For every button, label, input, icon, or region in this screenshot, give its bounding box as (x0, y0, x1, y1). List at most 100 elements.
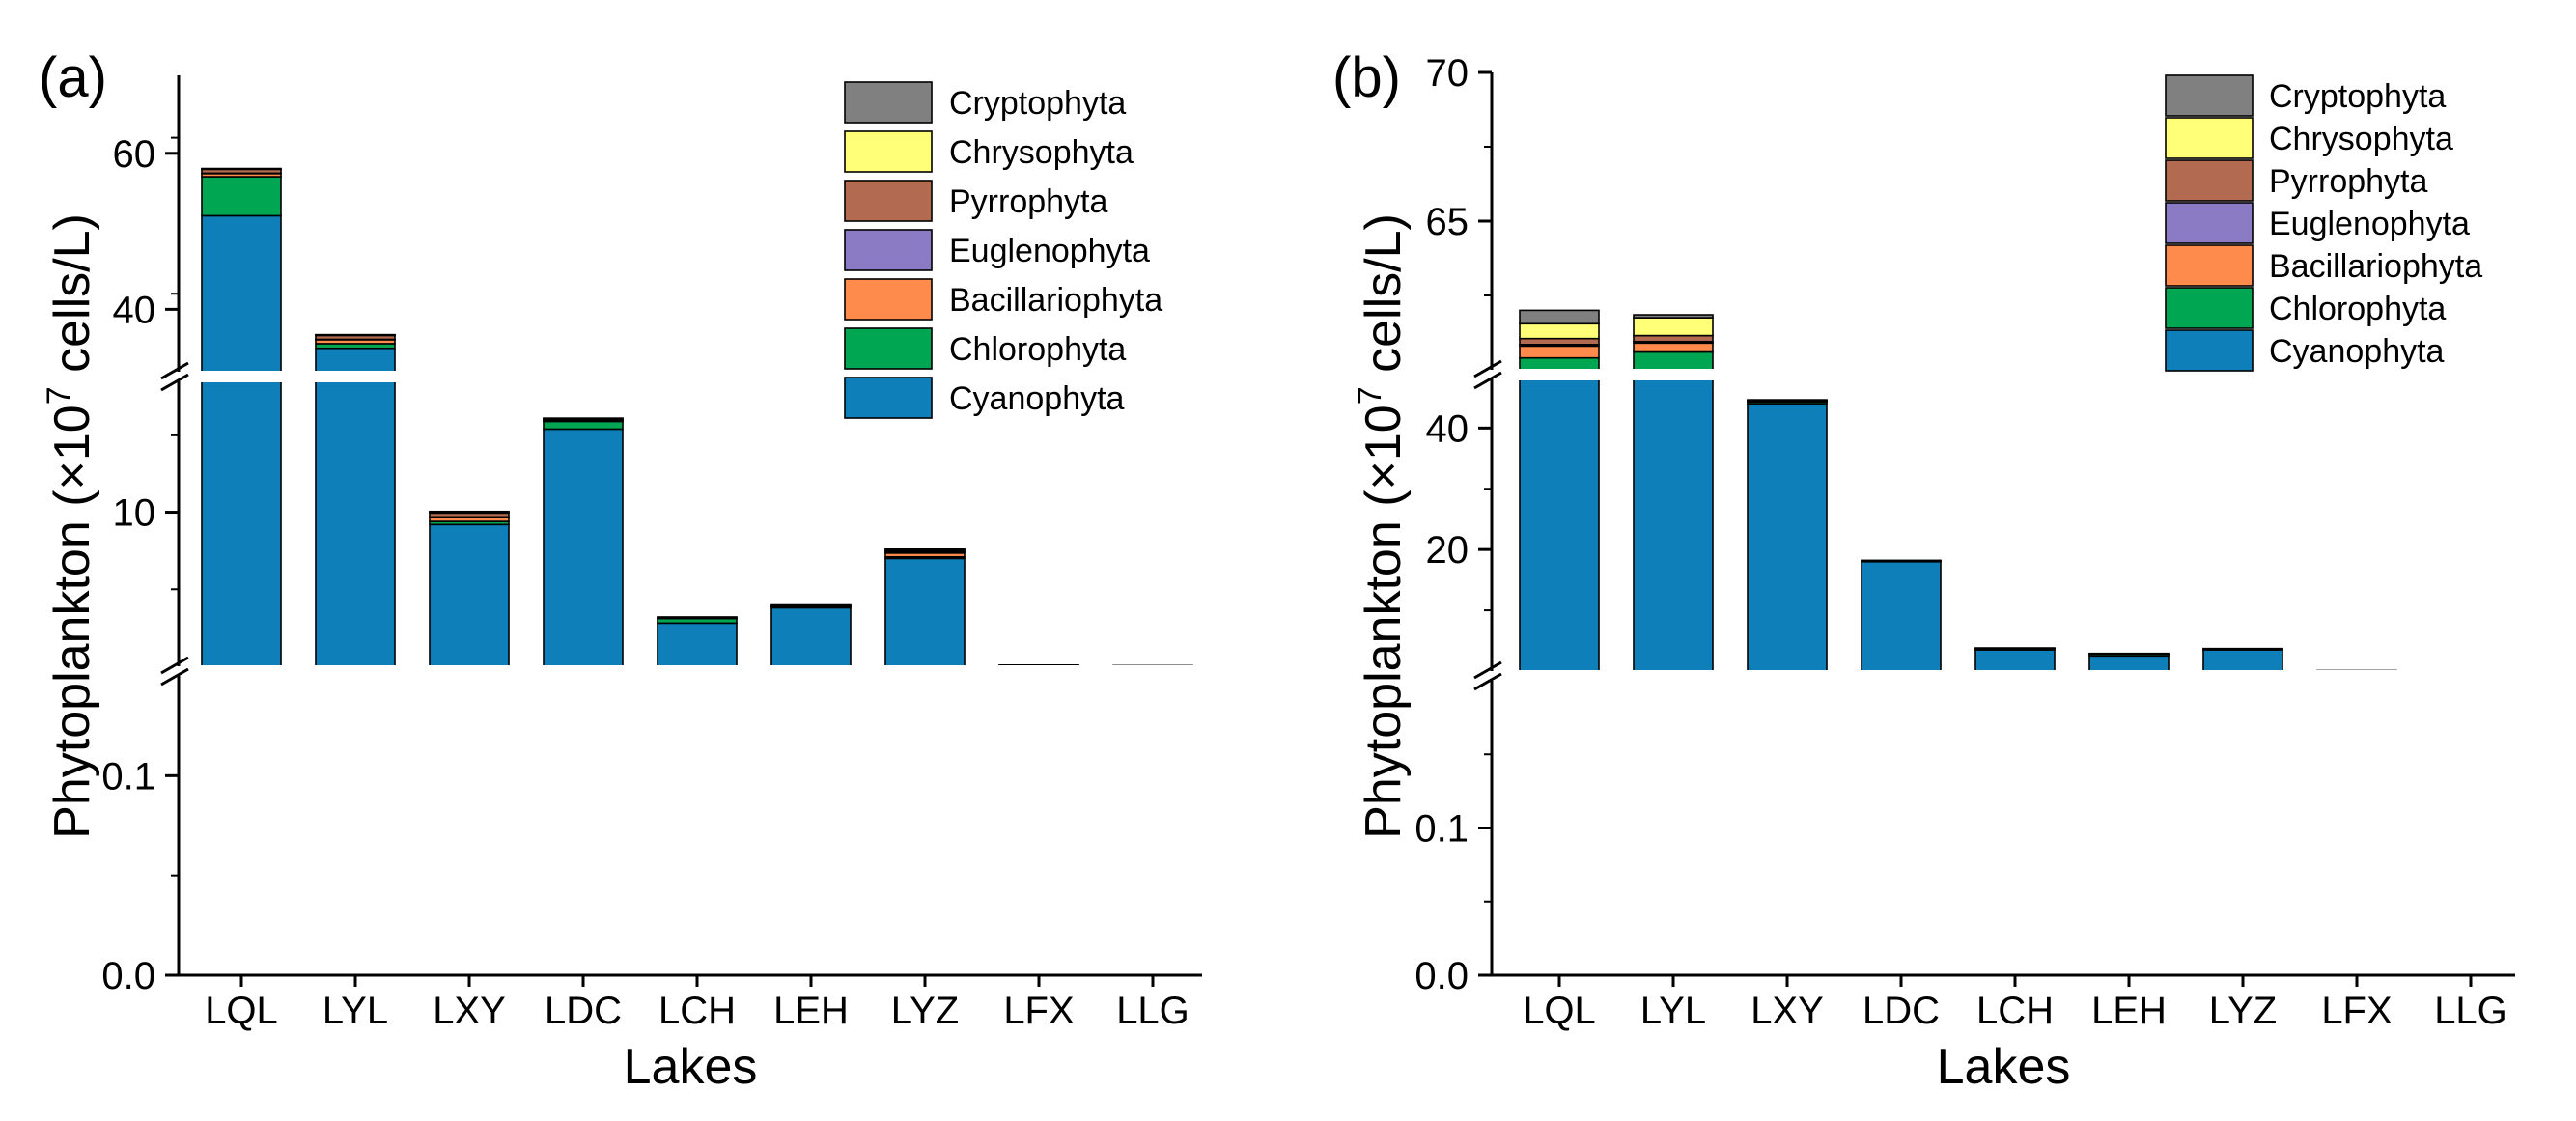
x-tick-label-lch: LCH (1976, 990, 2054, 1032)
bar-lxy-cryptophyta (429, 510, 510, 514)
x-axis-title-a: Lakes (624, 1039, 758, 1095)
y-tick-label-a: 0.0 (101, 955, 155, 997)
legend-swatch-chrysophyta (2165, 117, 2254, 159)
y-tick-label-b: 0.0 (1414, 955, 1469, 997)
legend-swatch-cryptophyta (2165, 74, 2254, 117)
bar-ldc-cyanophyta (543, 428, 624, 667)
bars-a (201, 167, 1193, 667)
y-tick-label-a: 40 (113, 289, 156, 331)
y-tick-label-a: 10 (113, 492, 156, 535)
bar-lql-cyanophyta (201, 214, 282, 667)
x-tick-label-lyl: LYL (322, 990, 388, 1032)
axis-break-mark-b (1473, 359, 1502, 378)
axis-break-mark-a (160, 373, 189, 392)
bar-lyz-cyanophyta (2202, 649, 2283, 672)
bar-ldc-cyanophyta (1861, 560, 1942, 672)
legend-swatch-cryptophyta (844, 81, 933, 124)
y-tick-label-a: 0.1 (101, 755, 155, 798)
x-tick-label-ldc: LDC (1862, 990, 1940, 1032)
y-tick-label-a: 60 (113, 133, 156, 176)
bar-lql-chlorophyta (201, 176, 282, 217)
x-tick-label-lyz: LYZ (891, 990, 959, 1032)
axis-break-mark-b (1473, 371, 1502, 390)
y-tick-label-b: 40 (1426, 407, 1470, 450)
legend-swatch-euglenophyta (844, 229, 933, 271)
x-tick-label-lyl: LYL (1640, 990, 1706, 1032)
panel-a: 0.0 0.1 10 40 60 LQL LYL LXY LDC LCH LEH LYZ LFX LLG L… (39, 46, 1202, 1095)
panel-b: 0.0 0.1 20 40 65 70 LQL LYL LXY LDC LCH LEH LYZ LFX LL… (1332, 46, 2515, 1095)
bar-lql-chlorophyta (1519, 356, 1600, 371)
bar-lch-pyrrophyta (657, 616, 738, 619)
bar-leh-cyanophyta (2088, 655, 2170, 672)
x-axis-title-b: Lakes (1937, 1039, 2071, 1095)
y-axis-title-b: Phytoplankton (×107 cells/L) (1352, 213, 1412, 839)
axis-break-gap-b (1453, 670, 2515, 682)
x-tick-label-lch: LCH (658, 990, 736, 1032)
legend-swatch-bacillariophyta (844, 278, 933, 321)
x-tick-label-lxy: LXY (433, 990, 506, 1032)
legend-label-chrysophyta: Chrysophyta (2269, 121, 2453, 157)
bar-lql-bacillariophyta (1519, 345, 1600, 359)
legend-label-chrysophyta: Chrysophyta (949, 134, 1134, 171)
legend-label-euglenophyta: Euglenophyta (2269, 206, 2470, 242)
y-tick-label-b: 65 (1426, 201, 1470, 243)
axis-break-gap-a (140, 665, 1202, 677)
bar-lql-chrysophyta (1519, 322, 1600, 340)
axis-break-mark-a (160, 656, 189, 675)
x-tick-label-lfx: LFX (1003, 990, 1074, 1032)
y-tick-label-b: 20 (1426, 529, 1470, 572)
y-tick-label-b: 0.1 (1414, 808, 1469, 851)
legend-swatch-bacillariophyta (2165, 244, 2254, 287)
legend-label-euglenophyta: Euglenophyta (949, 233, 1150, 269)
legend-label-chlorophyta: Chlorophyta (2269, 291, 2446, 327)
legend-label-cyanophyta: Cyanophyta (2269, 333, 2445, 370)
bar-lyz-cyanophyta (884, 557, 966, 667)
axis-break-gap-b (1453, 369, 2515, 380)
legend-swatch-euglenophyta (2165, 202, 2254, 244)
bar-leh-pyrrophyta (770, 603, 852, 607)
axis-break-mark-b (1473, 672, 1502, 691)
x-tick-label-lxy: LXY (1750, 990, 1824, 1032)
bar-lql-pyrrophyta (1519, 337, 1600, 346)
legend-label-bacillariophyta: Bacillariophyta (949, 282, 1162, 319)
legend-label-chlorophyta: Chlorophyta (949, 331, 1126, 368)
x-tick-label-leh: LEH (773, 990, 849, 1032)
legend-label-cryptophyta: Cryptophyta (949, 85, 1126, 122)
x-tick-label-leh: LEH (2091, 990, 2167, 1032)
panel-label-a: (a) (39, 46, 107, 109)
legend-label-cryptophyta: Cryptophyta (2269, 78, 2446, 115)
axis-break-mark-a (160, 667, 189, 687)
legend-swatch-chlorophyta (2165, 287, 2254, 329)
bars-b (1519, 309, 2397, 672)
bar-lch-cyanophyta (1974, 649, 2056, 672)
legend-label-pyrrophyta: Pyrrophyta (949, 183, 1107, 220)
x-tick-label-lql: LQL (205, 990, 278, 1032)
legend-swatch-cyanophyta (2165, 329, 2254, 372)
bar-lyl-chlorophyta (1633, 350, 1714, 371)
y-tick-label-b: 70 (1426, 52, 1470, 95)
axis-break-mark-a (160, 361, 189, 380)
x-tick-label-ldc: LDC (545, 990, 622, 1032)
legend-label-bacillariophyta: Bacillariophyta (2269, 248, 2482, 285)
x-tick-label-lyz: LYZ (2209, 990, 2277, 1032)
bar-lyl-chrysophyta (1633, 317, 1714, 337)
x-tick-label-llg: LLG (2434, 990, 2507, 1032)
legend-swatch-chrysophyta (844, 130, 933, 173)
bar-lxy-cyanophyta (429, 523, 510, 667)
bar-lyl-bacillariophyta (1633, 342, 1714, 353)
bar-lyl-cyanophyta (1633, 369, 1714, 672)
legend-swatch-cyanophyta (844, 377, 933, 419)
legend-swatch-pyrrophyta (844, 180, 933, 222)
legend-swatch-chlorophyta (844, 327, 933, 370)
bar-lql-cyanophyta (1519, 369, 1600, 672)
legend-a: Cryptophyta Chrysophyta Pyrrophyta Euglenop… (844, 81, 1162, 419)
x-tick-label-lql: LQL (1523, 990, 1596, 1032)
bar-lyl-pyrrophyta (1633, 334, 1714, 343)
bar-lyz-cryptophyta (884, 548, 966, 551)
axis-break-gap-a (140, 371, 1202, 382)
bar-lyl-cryptophyta (1633, 314, 1714, 319)
bar-leh-cyanophyta (770, 606, 852, 667)
bar-lxy-cyanophyta (1747, 403, 1828, 672)
legend-b: Cryptophyta Chrysophyta Pyrrophyta Euglenop… (2165, 74, 2482, 372)
